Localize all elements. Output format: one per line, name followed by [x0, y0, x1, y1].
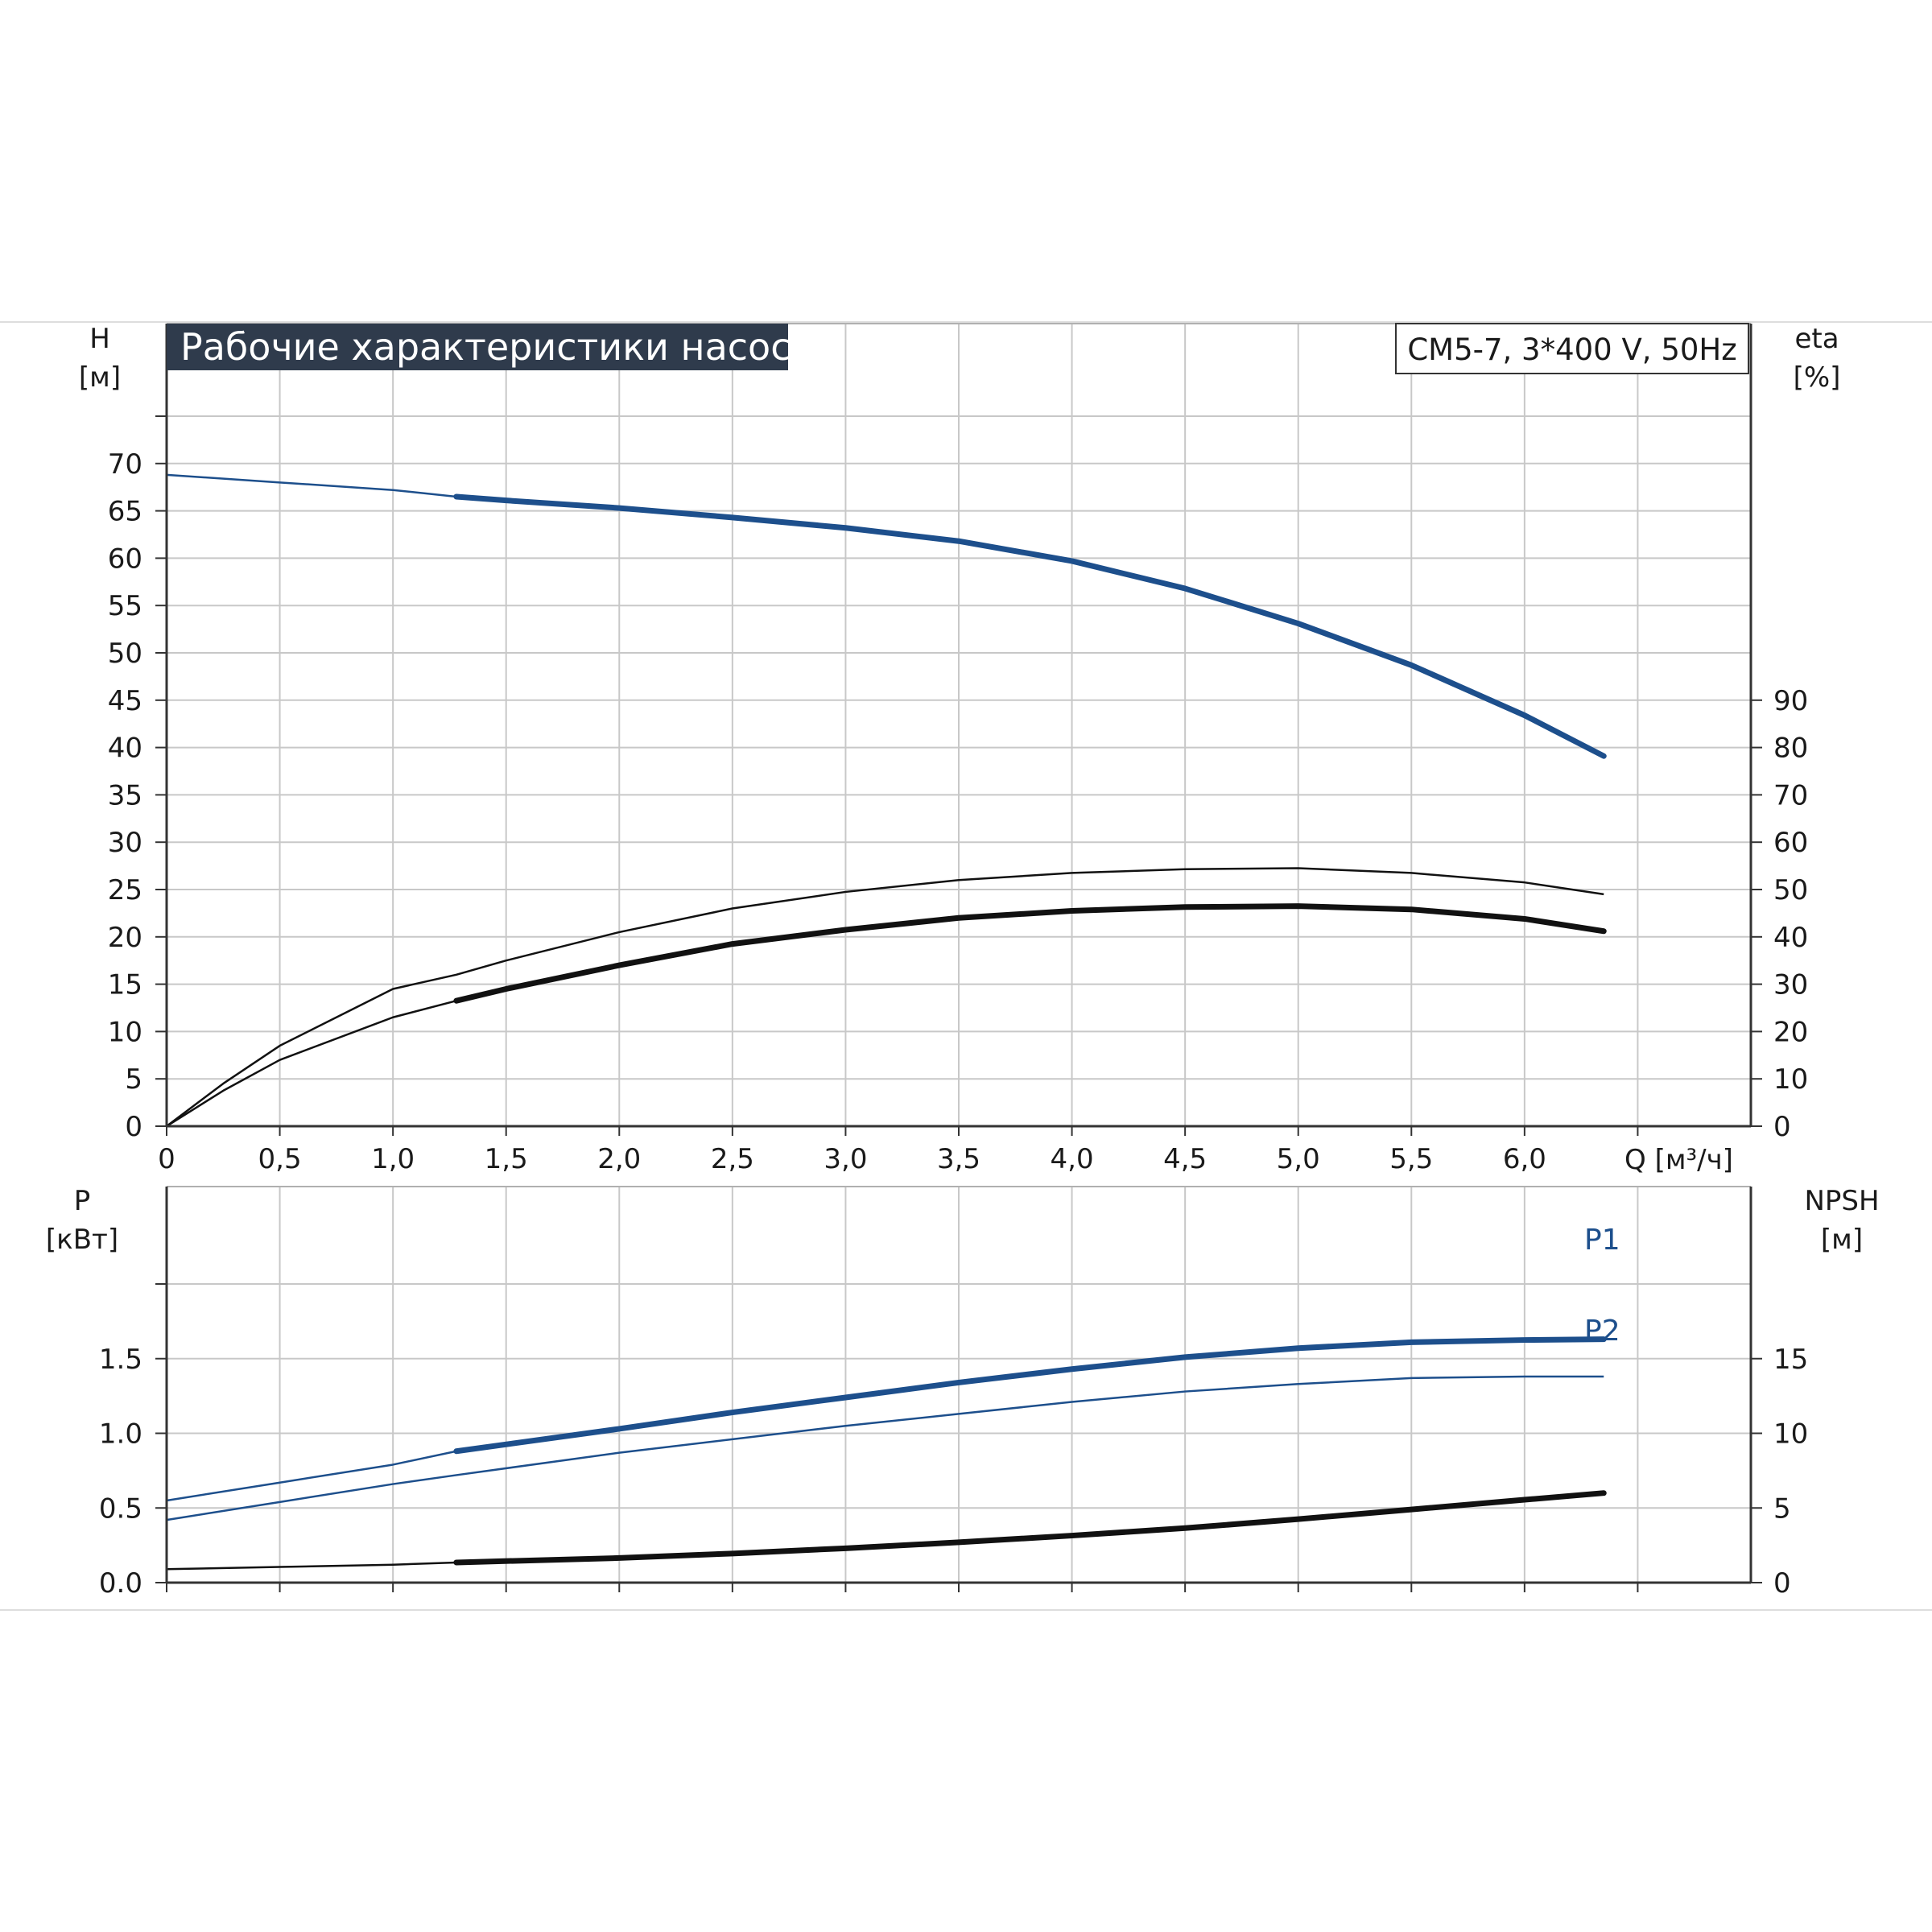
series-line-bold-2-3: [453, 1490, 1607, 1566]
y-tick-label: 15: [108, 969, 142, 1001]
series-line-bold-1-3: [453, 903, 1607, 1004]
grid-layer: [167, 324, 1751, 1583]
y-tick-label: 20: [108, 922, 142, 954]
y2-tick-label: 10: [1773, 1063, 1808, 1096]
y2-tick-label: 60: [1773, 827, 1808, 859]
y-tick-label: 0.0: [99, 1567, 142, 1600]
x-tick-label: 2,0: [597, 1143, 641, 1175]
x-tick-label: 3,0: [824, 1143, 867, 1175]
y-tick-label: 65: [108, 496, 142, 528]
series-layer: [166, 473, 1607, 1571]
y2-tick-label: 10: [1773, 1418, 1808, 1451]
top-y2-axis-unit: [%]: [1794, 361, 1841, 394]
y2-tick-label: 50: [1773, 874, 1808, 906]
chart-title: Рабочие характеристики насоса: [180, 325, 814, 369]
bottom-y-axis-name: P: [74, 1185, 91, 1217]
series-label-p2: P2: [1584, 1315, 1620, 1348]
y2-tick-label: 70: [1773, 779, 1808, 811]
title-box: [167, 324, 788, 370]
y-tick-label: 25: [108, 874, 142, 906]
series-line-2-1: [166, 1338, 1604, 1502]
x-tick-label: 5,5: [1389, 1143, 1433, 1175]
y-tick-label: 70: [108, 448, 142, 481]
x-tick-label: 5,0: [1277, 1143, 1320, 1175]
axes-layer: 0510152025303540455055606570010203040506…: [99, 323, 1808, 1600]
series-line-2-2: [166, 1375, 1604, 1521]
y-tick-label: 0.5: [99, 1492, 142, 1525]
bottom-y2-axis-name: NPSH: [1804, 1185, 1879, 1217]
series-line-2-3: [166, 1492, 1604, 1571]
y-tick-label: 50: [108, 638, 142, 670]
x-tick-label: 4,0: [1051, 1143, 1094, 1175]
y2-tick-label: 0: [1773, 1567, 1791, 1600]
series-line-bold-1-1: [453, 493, 1607, 759]
y-tick-label: 5: [125, 1063, 142, 1096]
y2-tick-label: 30: [1773, 969, 1808, 1001]
x-tick-label: 2,5: [711, 1143, 754, 1175]
x-tick-label: 0: [158, 1143, 175, 1175]
series-label-p1: P1: [1584, 1224, 1620, 1257]
y-tick-label: 45: [108, 685, 142, 717]
x-tick-label: 1,5: [485, 1143, 528, 1175]
x-tick-label: 0,5: [258, 1143, 302, 1175]
y-tick-label: 55: [108, 590, 142, 622]
y2-tick-label: 0: [1773, 1111, 1791, 1143]
series-line-bold-2-1: [453, 1336, 1607, 1455]
x-tick-label: 1,0: [371, 1143, 415, 1175]
y2-tick-label: 90: [1773, 685, 1808, 717]
y-tick-label: 40: [108, 733, 142, 765]
y-tick-label: 10: [108, 1016, 142, 1048]
x-axis-label: Q [м³/ч]: [1624, 1144, 1733, 1176]
top-y2-axis-name: eta: [1794, 323, 1839, 355]
series-line-1-1: [166, 473, 1604, 758]
y-tick-label: 35: [108, 779, 142, 811]
x-tick-label: 4,5: [1163, 1143, 1207, 1175]
top-y-axis-unit: [м]: [79, 361, 121, 394]
series-line-1-2: [166, 867, 1604, 1127]
model-label: CM5-7, 3*400 V, 50Hz: [1407, 332, 1736, 367]
model-box: [1395, 323, 1749, 374]
top-y-axis-name: H: [89, 323, 110, 355]
y2-tick-label: 5: [1773, 1492, 1791, 1525]
y2-tick-label: 40: [1773, 922, 1808, 954]
bottom-y2-axis-unit: [м]: [1821, 1224, 1863, 1256]
y-tick-label: 60: [108, 543, 142, 575]
y-tick-label: 30: [108, 827, 142, 859]
x-tick-label: 3,5: [937, 1143, 980, 1175]
x-tick-label: 6,0: [1503, 1143, 1546, 1175]
y2-tick-label: 15: [1773, 1344, 1808, 1376]
y-tick-label: 0: [125, 1111, 142, 1143]
y-tick-label: 1.0: [99, 1418, 142, 1451]
bottom-y-axis-unit: [кВт]: [46, 1224, 118, 1256]
series-line-1-3: [166, 905, 1604, 1128]
y-tick-label: 1.5: [99, 1344, 142, 1376]
y2-tick-label: 20: [1773, 1016, 1808, 1048]
y2-tick-label: 80: [1773, 733, 1808, 765]
